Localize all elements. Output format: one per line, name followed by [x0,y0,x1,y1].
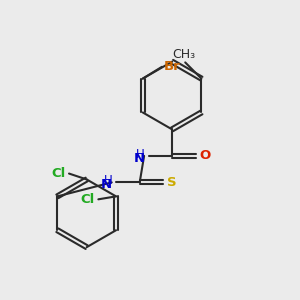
Text: H: H [136,148,145,161]
Text: Br: Br [164,60,180,73]
Text: Cl: Cl [51,167,65,180]
Text: N: N [101,178,112,191]
Text: N: N [134,152,145,165]
Text: O: O [200,149,211,162]
Text: Cl: Cl [81,193,95,206]
Text: S: S [167,176,177,189]
Text: CH₃: CH₃ [172,48,195,61]
Text: H: H [103,174,112,188]
